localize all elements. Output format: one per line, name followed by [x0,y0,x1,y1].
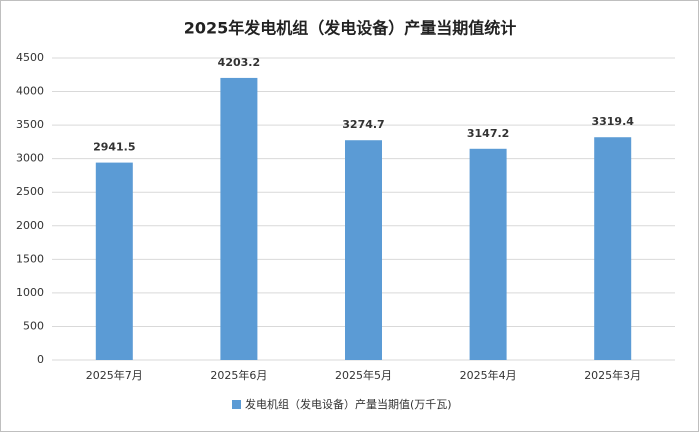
y-tick-label: 4000 [16,85,44,98]
y-tick-label: 2500 [16,185,44,198]
y-tick-label: 3500 [16,118,44,131]
legend-swatch [232,400,241,409]
y-tick-label: 1000 [16,286,44,299]
bar [594,137,632,360]
x-tick-label: 2025年3月 [584,368,641,382]
value-label: 3147.2 [467,127,509,140]
value-label: 2941.5 [93,141,135,154]
bar [345,140,382,360]
x-tick-label: 2025年5月 [335,368,392,382]
bar [220,77,258,360]
y-tick-label: 0 [37,353,44,366]
y-tick-label: 500 [23,319,44,332]
bar [95,162,133,360]
x-tick-label: 2025年7月 [86,368,143,382]
legend-label: 发电机组（发电设备）产量当期值(万千瓦) [245,397,452,411]
x-tick-label: 2025年4月 [460,368,517,382]
bar [469,148,507,360]
value-label: 3274.7 [342,118,384,131]
y-tick-label: 4500 [16,51,44,64]
value-label: 3319.4 [591,115,634,128]
y-tick-label: 3000 [16,152,44,165]
y-tick-label: 2000 [16,219,44,232]
y-tick-label: 1500 [16,252,44,265]
value-label: 4203.2 [218,56,260,69]
chart-title: 2025年发电机组（发电设备）产量当期值统计 [184,19,517,38]
x-tick-label: 2025年6月 [210,368,267,382]
